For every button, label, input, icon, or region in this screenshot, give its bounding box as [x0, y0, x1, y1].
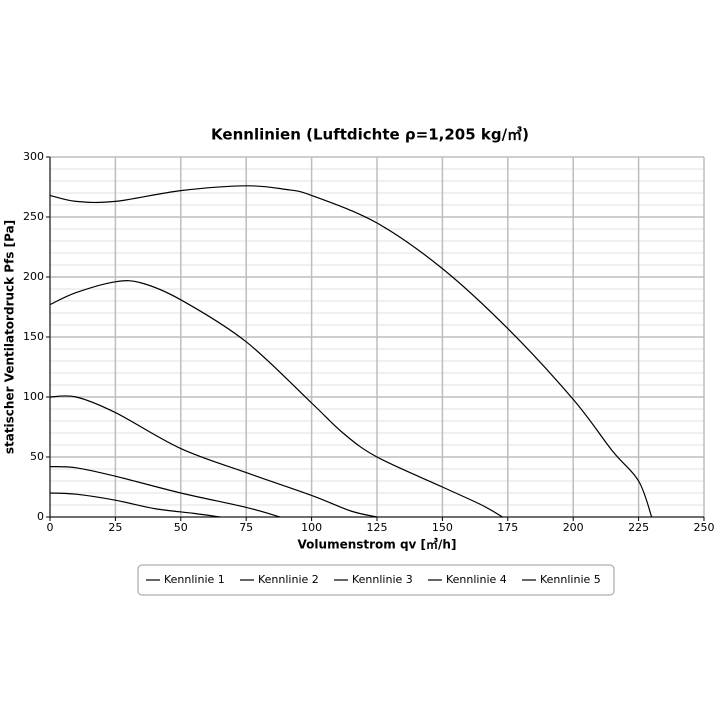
chart-title: Kennlinien (Luftdichte ρ=1,205 kg/㎥)	[211, 126, 529, 144]
x-tick-label: 125	[367, 521, 388, 534]
y-tick-label: 200	[23, 270, 44, 283]
x-axis-label: Volumenstrom qv [㎥/h]	[298, 537, 457, 552]
y-tick-label: 250	[23, 210, 44, 223]
y-tick-label: 300	[23, 150, 44, 163]
legend-label: Kennlinie 1	[164, 573, 225, 586]
legend-label: Kennlinie 5	[540, 573, 601, 586]
series-line	[49, 492, 221, 518]
x-tick-label: 200	[563, 521, 584, 534]
legend-label: Kennlinie 3	[352, 573, 413, 586]
x-tick-label: 0	[47, 521, 54, 534]
series-line	[49, 185, 653, 518]
series-line	[49, 280, 503, 518]
y-tick-label: 150	[23, 330, 44, 343]
legend-box	[137, 564, 615, 596]
x-tick-label: 250	[694, 521, 715, 534]
series-line	[49, 395, 378, 518]
x-tick-label: 175	[497, 521, 518, 534]
x-tick-label: 100	[301, 521, 322, 534]
legend-label: Kennlinie 4	[446, 573, 507, 586]
x-tick-label: 50	[174, 521, 188, 534]
y-tick-label: 50	[30, 450, 44, 463]
y-tick-label: 0	[37, 510, 44, 523]
x-tick-label: 225	[628, 521, 649, 534]
x-tick-label: 75	[239, 521, 253, 534]
series-line	[49, 466, 281, 518]
y-axis-label: statischer Ventilatordruck Pfs [Pa]	[3, 220, 17, 454]
legend-label: Kennlinie 2	[258, 573, 319, 586]
y-tick-label: 100	[23, 390, 44, 403]
x-tick-label: 150	[432, 521, 453, 534]
x-tick-label: 25	[108, 521, 122, 534]
